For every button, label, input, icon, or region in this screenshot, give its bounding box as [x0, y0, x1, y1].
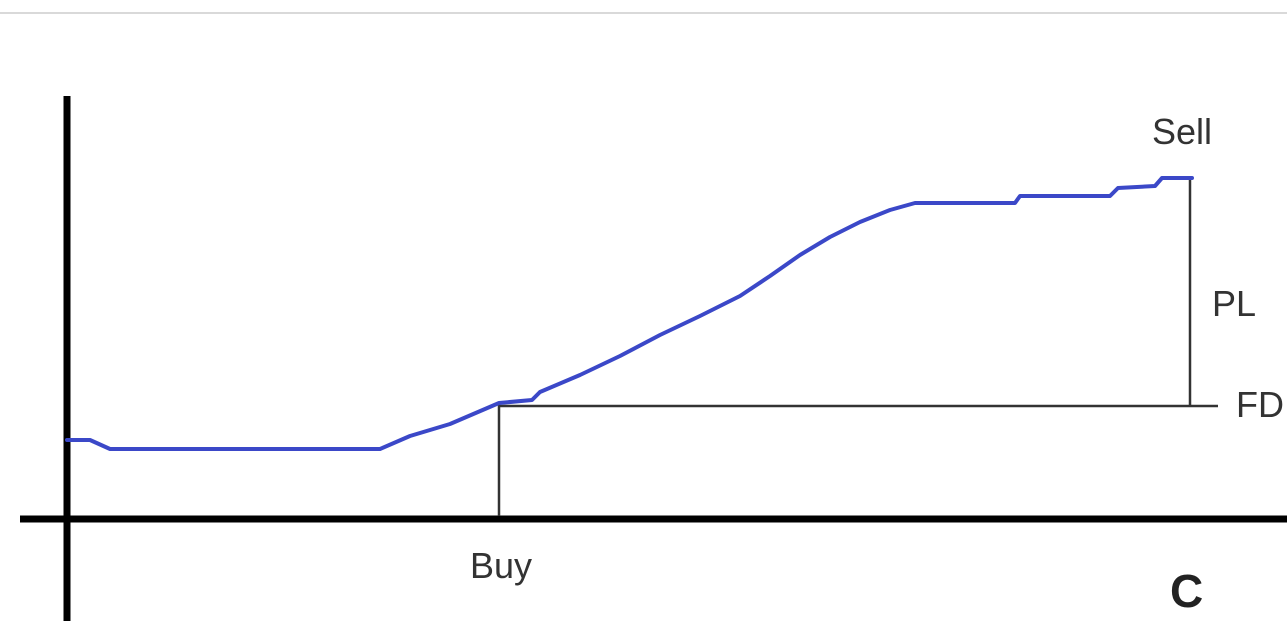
panel-letter: C	[1170, 565, 1203, 617]
fd-label: FD	[1236, 384, 1284, 425]
buy-label: Buy	[470, 545, 532, 586]
sell-label: Sell	[1152, 111, 1212, 152]
pl-label: PL	[1212, 283, 1256, 324]
price-curve	[65, 176, 1194, 451]
